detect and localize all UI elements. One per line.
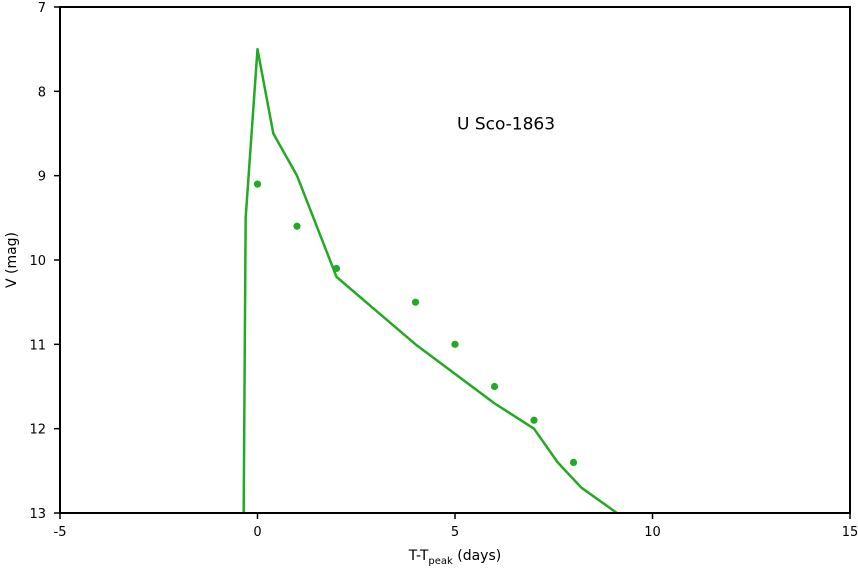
y-tick-label: 13 [29,507,46,522]
y-axis-ticks: 7 8 9 10 11 12 13 [29,1,60,522]
observation-point [569,458,578,466]
x-axis-label: T-Tpeak (days) [408,548,501,567]
x-tick-label: 5 [451,525,459,540]
observation-point [451,340,459,348]
observation-point [253,180,262,188]
y-tick-label: 9 [38,170,46,185]
y-tick-label: 12 [29,423,46,438]
x-tick-label: 10 [644,525,661,540]
x-axis-ticks: -5 0 5 10 15 [54,513,858,540]
model-light-curve-line [242,47,618,513]
star-annotation: U Sco-1863 [457,114,555,134]
plot-frame [59,6,851,514]
y-tick-label: 11 [29,338,46,353]
y-tick-label: 7 [38,1,46,16]
observation-point [411,298,420,306]
observation-point [530,416,538,424]
observation-point [332,264,341,273]
y-axis-label: V (mag) [4,232,20,288]
x-tick-label: 15 [842,525,858,540]
x-axis-label-subscript: peak [428,556,453,567]
observation-point [293,222,301,230]
y-tick-label: 10 [29,254,46,269]
x-axis-label-suffix: (days) [453,548,501,564]
y-tick-label: 8 [38,85,46,100]
plot-area [242,47,618,513]
x-axis-label-main: T-T [408,548,429,564]
observation-point [490,382,499,391]
x-tick-label: -5 [54,525,67,540]
x-tick-label: 0 [253,525,261,540]
